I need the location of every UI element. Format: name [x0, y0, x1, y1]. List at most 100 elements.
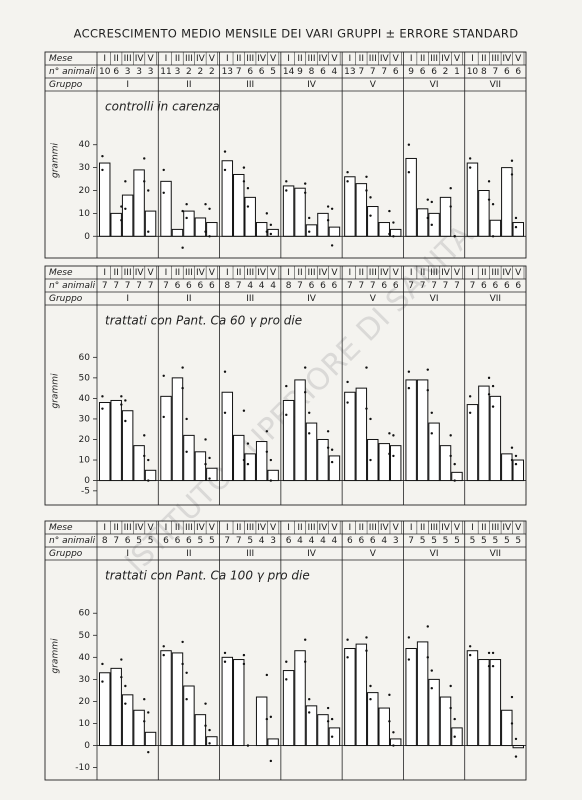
- error-dot: [510, 695, 514, 699]
- error-dot: [430, 411, 433, 414]
- bar: [194, 451, 207, 482]
- error-dot: [453, 479, 456, 482]
- error-dot: [468, 411, 472, 414]
- error-dot: [265, 430, 269, 433]
- error-dot: [392, 454, 395, 458]
- bar: [317, 212, 329, 237]
- bar: [428, 212, 440, 237]
- bar: [160, 395, 172, 482]
- bar: [99, 672, 111, 747]
- bar: [206, 736, 218, 747]
- month-label: IV: [196, 54, 206, 64]
- error-dot: [246, 205, 250, 208]
- error-dot: [223, 150, 227, 153]
- count-label: 6: [186, 536, 192, 546]
- error-dot: [392, 731, 395, 734]
- y-tick-label: 40: [79, 140, 91, 150]
- count-label: 6: [320, 281, 326, 291]
- month-label: IV: [441, 54, 451, 64]
- month-label: V: [209, 523, 216, 533]
- count-label: 2: [209, 67, 215, 77]
- count-label: 4: [297, 536, 303, 546]
- bar: [378, 222, 390, 237]
- error-dot: [308, 432, 311, 435]
- month-label: I: [103, 523, 106, 533]
- count-label: 7: [408, 536, 414, 546]
- count-label: 7: [370, 281, 376, 291]
- count-label: 7: [236, 67, 242, 77]
- count-label: 6: [163, 536, 169, 546]
- month-label: III: [369, 523, 377, 533]
- error-dot: [162, 191, 165, 194]
- count-label: 5: [270, 67, 276, 77]
- error-dot: [430, 669, 433, 672]
- month-label: IV: [319, 523, 329, 533]
- count-label: 7: [236, 281, 242, 291]
- error-dot: [120, 675, 123, 679]
- bar: [378, 707, 390, 747]
- error-dot: [208, 477, 211, 480]
- month-label: III: [246, 523, 254, 533]
- bar: [489, 659, 502, 747]
- y-tick-label: 10: [79, 456, 91, 466]
- month-label: V: [515, 54, 522, 64]
- y-tick-label: 0: [84, 232, 90, 242]
- count-label: 1: [454, 67, 460, 77]
- month-label: IV: [135, 268, 145, 278]
- month-label: IV: [196, 523, 206, 533]
- error-dot: [487, 393, 491, 396]
- error-dot: [185, 417, 188, 421]
- month-label: III: [491, 523, 499, 533]
- count-label: 5: [148, 536, 154, 546]
- month-label: IV: [257, 268, 267, 278]
- month-label: III: [124, 523, 132, 533]
- month-label: I: [103, 268, 106, 278]
- error-dot: [426, 656, 429, 659]
- error-dot: [124, 399, 127, 402]
- error-dot: [449, 684, 452, 688]
- month-label: I: [165, 54, 168, 64]
- month-label: III: [430, 54, 438, 64]
- error-dot: [285, 678, 288, 681]
- month-label: I: [410, 268, 413, 278]
- month-label: III: [185, 268, 193, 278]
- month-label: I: [410, 54, 413, 64]
- count-label: 4: [332, 536, 338, 546]
- error-dot: [326, 205, 330, 208]
- group-label: V: [370, 80, 377, 90]
- month-label: II: [359, 523, 364, 533]
- y-tick-label: 30: [79, 675, 91, 685]
- y-tick-label: 0: [84, 741, 90, 751]
- error-dot: [269, 759, 273, 763]
- y-tick-label: 50: [79, 373, 91, 383]
- error-dot: [265, 673, 269, 677]
- count-label: 3: [136, 67, 142, 77]
- error-dot: [326, 219, 330, 222]
- bar: [501, 167, 513, 237]
- bar: [389, 228, 402, 237]
- error-dot: [365, 636, 368, 639]
- panel-frame: [44, 520, 527, 781]
- bar: [244, 196, 256, 237]
- error-dot: [510, 446, 514, 449]
- error-dot: [303, 191, 307, 194]
- month-label: I: [103, 54, 106, 64]
- month-label: V: [393, 523, 400, 533]
- month-label: IV: [135, 523, 145, 533]
- count-label: 4: [332, 67, 338, 77]
- error-dot: [468, 166, 472, 169]
- count-label: 7: [102, 281, 108, 291]
- error-dot: [326, 720, 330, 723]
- bar: [110, 667, 122, 747]
- month-label: I: [471, 268, 474, 278]
- bar: [171, 652, 184, 747]
- count-label: 5: [481, 536, 487, 546]
- bar: [133, 709, 145, 747]
- bar: [233, 434, 245, 482]
- month-label: III: [308, 268, 316, 278]
- y-tick-label: 40: [79, 653, 91, 663]
- y-axis-label: grammi: [51, 143, 61, 178]
- month-label: III: [491, 54, 499, 64]
- count-label: 13: [344, 67, 355, 77]
- error-dot: [185, 216, 188, 220]
